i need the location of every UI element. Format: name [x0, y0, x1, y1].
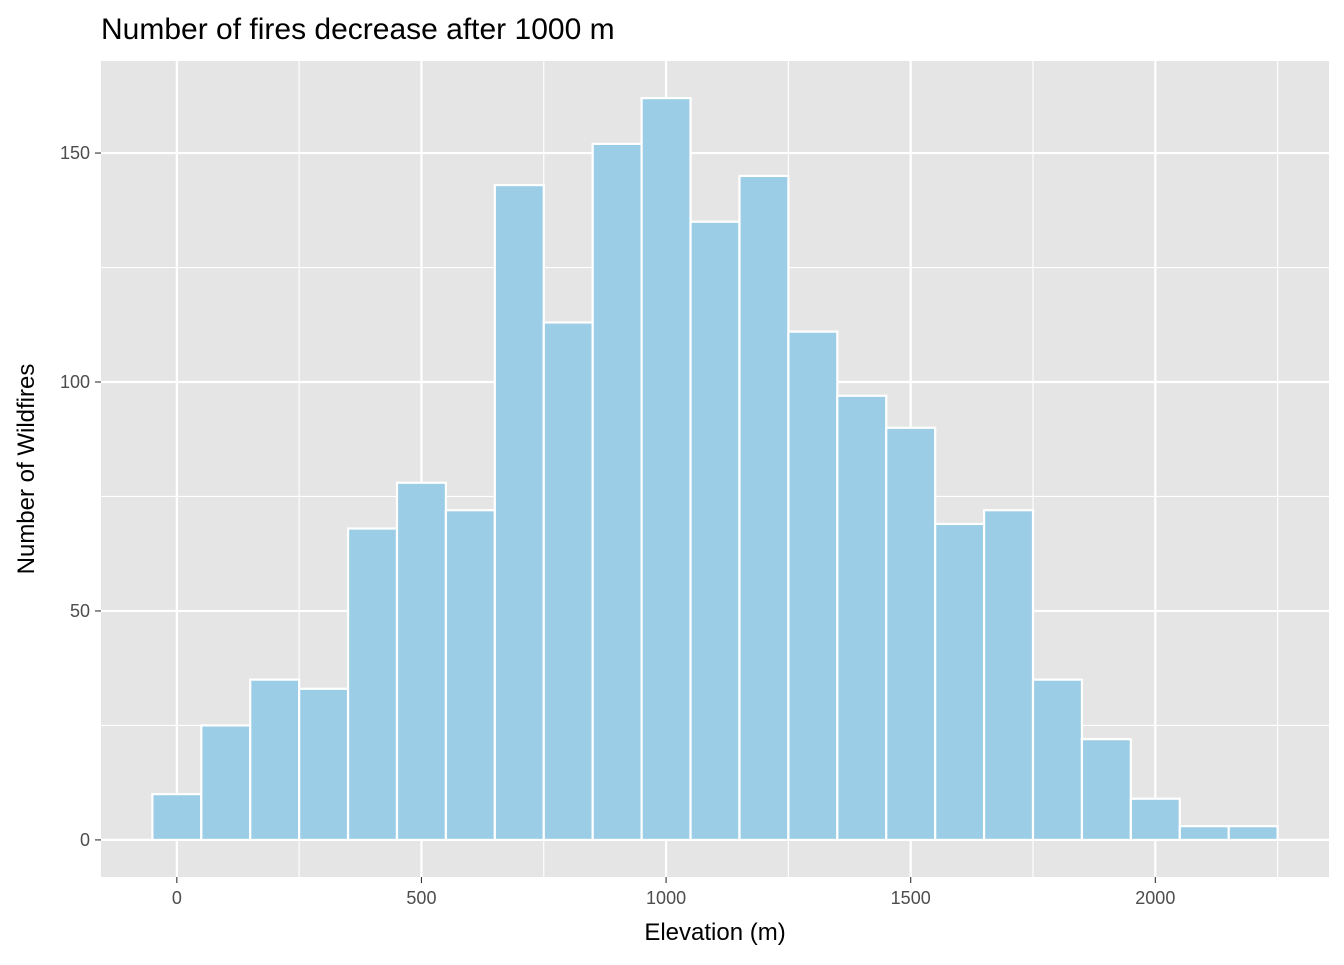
y-tick-label: 0	[80, 830, 90, 850]
histogram-bar	[640, 96, 692, 842]
y-tick-label: 150	[60, 143, 90, 163]
x-axis: 0 500 1000 1500 2000	[172, 877, 1175, 908]
x-tick-label: 500	[406, 888, 436, 908]
histogram-bar	[444, 509, 496, 842]
histogram-bar	[738, 174, 790, 842]
histogram-bar	[591, 142, 643, 842]
histogram-bar	[1031, 678, 1084, 842]
histogram-bar	[493, 183, 545, 842]
histogram-bar	[298, 687, 350, 842]
histogram-bar	[1080, 738, 1132, 842]
histogram-bar	[787, 330, 839, 842]
histogram-bars	[151, 96, 1279, 842]
x-tick-label: 2000	[1135, 888, 1175, 908]
histogram-bar	[982, 509, 1035, 842]
histogram-bar	[934, 522, 986, 842]
y-tick-label: 50	[70, 601, 90, 621]
histogram-bar	[249, 678, 301, 842]
y-axis-title: Number of Wildfires	[13, 364, 40, 575]
y-axis: 0 50 100 150	[60, 143, 101, 850]
histogram-bar	[1178, 825, 1230, 842]
y-tick-label: 100	[60, 372, 90, 392]
histogram-bar	[836, 394, 888, 842]
x-tick-label: 1500	[891, 888, 931, 908]
histogram-bar	[1227, 825, 1279, 842]
histogram-bar	[200, 724, 252, 842]
histogram-bar	[395, 481, 448, 842]
histogram-bar	[885, 426, 937, 842]
histogram-bar	[542, 321, 594, 842]
histogram-bar	[1129, 797, 1181, 842]
chart-title: Number of fires decrease after 1000 m	[101, 13, 615, 46]
histogram-bar	[346, 527, 399, 842]
histogram-bar	[151, 793, 203, 842]
histogram-bar	[689, 220, 741, 842]
x-tick-label: 0	[172, 888, 182, 908]
x-tick-label: 1000	[646, 888, 686, 908]
x-axis-title: Elevation (m)	[644, 919, 785, 946]
